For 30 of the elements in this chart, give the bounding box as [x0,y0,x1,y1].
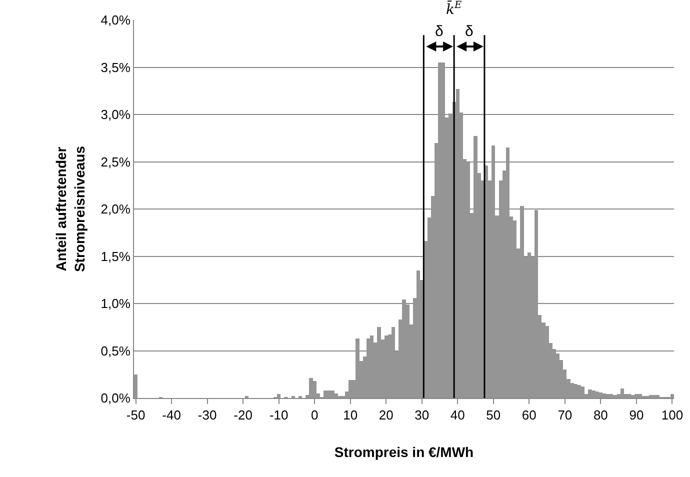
y-tick-label: 0,5% [100,343,131,358]
x-tick-label: -40 [162,408,181,423]
ref-line-label: k̄$^{E}$ [446,0,462,18]
y-tick-label: 3,0% [100,107,131,122]
x-tick-label: 60 [522,408,536,423]
x-tick-label: 100 [661,408,684,423]
x-tick-label: 20 [378,408,394,423]
y-tick-label: 1,0% [100,296,131,312]
y-tick-label: 0,0% [100,390,131,406]
y-axis-title: Anteil auftretender Strompreisniveaus [53,146,88,272]
x-tick-label: 70 [558,408,572,423]
x-tick-label: 30 [414,408,430,423]
y-tick-label: 4,0% [100,12,131,28]
annotation: δ [465,23,474,40]
x-tick-label: 0 [310,408,318,423]
y-tick-label: 2,0% [100,202,131,217]
y-tick-label: 1,5% [100,248,131,264]
x-axis-title: Strompreis in €/MWh [334,444,474,460]
x-tick-label: -30 [198,408,217,423]
x-tick-label: 40 [450,408,465,423]
x-tick-label: 50 [486,408,501,423]
x-tick-label: -50 [126,408,146,423]
x-tick-label: 80 [593,408,608,423]
x-tick-label: 10 [343,408,358,423]
y-tick-label: 2,5% [100,154,131,170]
x-tick-label: -20 [234,408,252,423]
y-tick-label: 3,5% [100,60,131,75]
annotation: δ [435,23,444,40]
x-tick-label: 90 [629,408,644,423]
x-tick-label: -10 [269,408,288,423]
